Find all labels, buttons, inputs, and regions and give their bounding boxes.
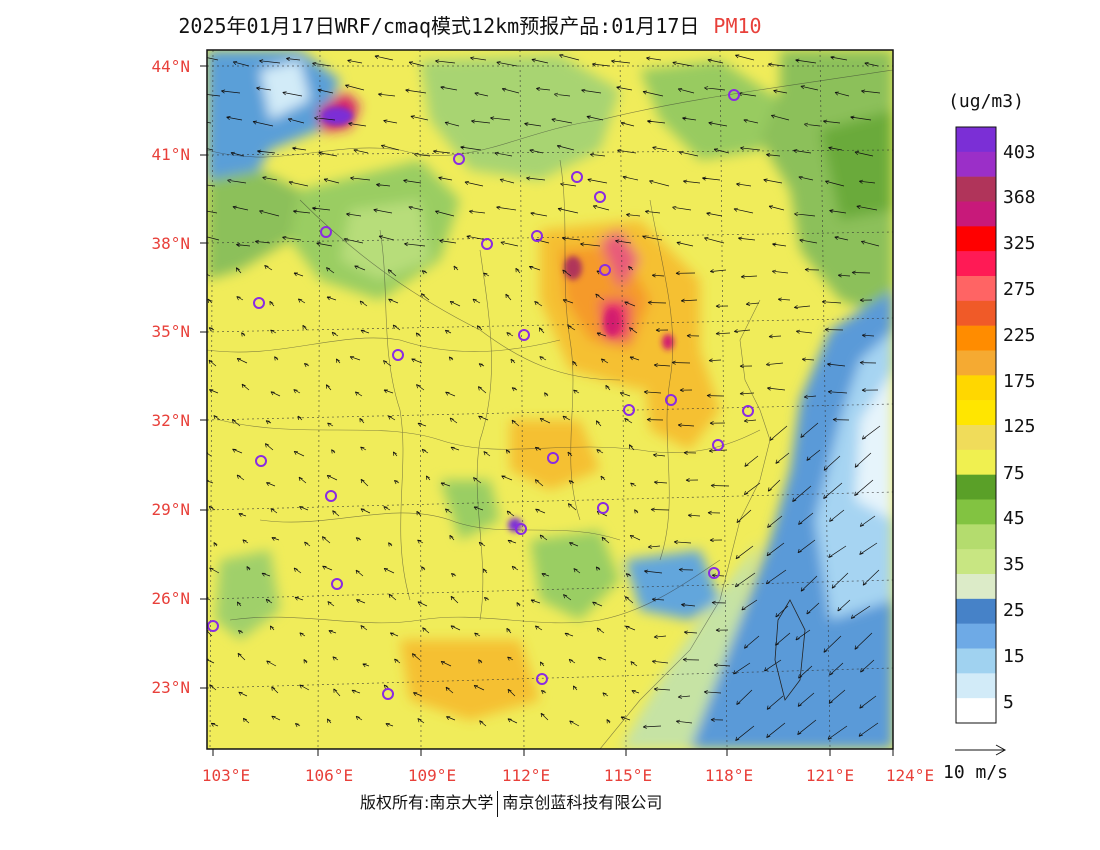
legend-swatch: [956, 276, 996, 302]
copyright-right: 南京创蓝科技有限公司: [502, 793, 663, 812]
legend-swatch: [956, 499, 996, 525]
legend-label: 75: [1003, 463, 1025, 484]
legend-swatch: [956, 400, 996, 426]
wind-scale-label: 10 m/s: [943, 762, 1008, 783]
lat-ticks: [200, 65, 207, 689]
legend-label: 368: [1003, 187, 1036, 208]
legend-swatch: [956, 375, 996, 401]
legend-label: 275: [1003, 279, 1036, 300]
lat-label: 41°N: [151, 145, 190, 164]
legend-label: 225: [1003, 325, 1036, 346]
map-frame: [206, 49, 894, 750]
legend-swatch: [956, 449, 996, 475]
lat-label: 23°N: [151, 678, 190, 697]
legend-swatch: [956, 251, 996, 277]
lon-label: 109°E: [408, 766, 456, 785]
legend-label: 175: [1003, 371, 1036, 392]
legend-swatch: [956, 524, 996, 550]
legend-swatch: [956, 127, 996, 153]
map-title: 2025年01月17日WRF/cmaq模式12km预报产品:01月17日 PM10: [0, 10, 940, 39]
legend-swatch: [956, 176, 996, 202]
legend-labels: 403 368 325 275 225 175 125 75 45 35 25 …: [1003, 142, 1036, 713]
legend-swatch: [956, 201, 996, 227]
footer-divider: [497, 790, 499, 817]
lat-label: 35°N: [151, 322, 190, 341]
lon-label: 121°E: [806, 766, 854, 785]
lat-label: 26°N: [151, 589, 190, 608]
legend-swatch: [956, 698, 996, 724]
lat-label: 38°N: [151, 234, 190, 253]
copyright-footer: 版权所有:南京大学 南京创蓝科技有限公司: [360, 789, 662, 817]
legend-swatch: [956, 474, 996, 500]
variable-label: PM10: [713, 14, 762, 38]
legend-swatch: [956, 350, 996, 376]
lon-label: 112°E: [502, 766, 550, 785]
wind-arrow-field: [207, 54, 881, 742]
legend-label: 35: [1003, 554, 1025, 575]
color-legend: [955, 126, 997, 724]
city-markers: [207, 89, 754, 700]
lat-label: 29°N: [151, 500, 190, 519]
lon-label: 115°E: [604, 766, 652, 785]
legend-swatch: [956, 648, 996, 674]
legend-label: 403: [1003, 142, 1036, 163]
lon-label: 124°E: [886, 766, 934, 785]
pm10-field: [207, 50, 893, 749]
lon-label: 106°E: [305, 766, 353, 785]
legend-unit: (ug/m3): [948, 91, 1024, 112]
lon-label: 103°E: [202, 766, 250, 785]
legend-label: 325: [1003, 233, 1036, 254]
wind-vectors: [207, 54, 881, 742]
lon-label: 118°E: [705, 766, 753, 785]
longitude-axis: 103°E 106°E 109°E 112°E 115°E 118°E 121°…: [202, 766, 934, 785]
legend-swatch: [956, 325, 996, 351]
latitude-axis: 44°N 41°N 38°N 35°N 32°N 29°N 26°N 23°N: [151, 57, 190, 697]
legend-label: 5: [1003, 692, 1014, 713]
legend-swatch: [956, 623, 996, 649]
legend-swatch: [956, 549, 996, 575]
legend-frame: [955, 126, 997, 724]
copyright-left: 版权所有:南京大学: [360, 793, 494, 812]
legend-swatch: [956, 598, 996, 624]
legend-swatch: [956, 574, 996, 600]
legend-swatch: [956, 151, 996, 177]
legend-swatch: [956, 300, 996, 326]
legend-swatch: [956, 425, 996, 451]
legend-label: 15: [1003, 646, 1025, 667]
legend-label: 125: [1003, 416, 1036, 437]
wind-scale-arrow: [955, 744, 1007, 756]
lat-label: 44°N: [151, 57, 190, 76]
legend-swatch: [956, 226, 996, 252]
lon-ticks: [212, 749, 894, 756]
legend-label: 25: [1003, 600, 1025, 621]
title-text: 2025年01月17日WRF/cmaq模式12km预报产品:01月17日: [178, 14, 700, 38]
legend-label: 45: [1003, 508, 1025, 529]
legend-swatch: [956, 673, 996, 699]
lat-label: 32°N: [151, 411, 190, 430]
